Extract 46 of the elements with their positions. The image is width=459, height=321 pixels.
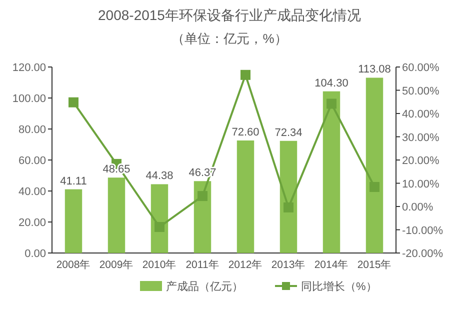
y-tick-label: 60.00	[18, 155, 46, 167]
bar	[64, 189, 82, 253]
y2-tick-label: 30.00%	[402, 132, 440, 144]
point	[198, 191, 208, 202]
y-tick-label: 40.00	[18, 186, 46, 198]
y-tick-label: 100.00	[12, 93, 46, 105]
y2-tick-label: 20.00%	[402, 155, 440, 167]
y-tick-label: 120.00	[12, 62, 46, 74]
y-tick-label: 0.00	[24, 248, 46, 260]
data-label: 104.30	[314, 77, 348, 90]
bar	[236, 140, 254, 253]
point	[326, 98, 336, 109]
y2-tick-label: -10.00%	[402, 224, 444, 237]
y2-tick-label: 60.00%	[402, 62, 440, 74]
bar	[322, 91, 340, 253]
y2-tick-label: 50.00%	[402, 85, 440, 98]
bar	[108, 178, 126, 253]
point	[370, 182, 380, 192]
point	[154, 222, 164, 232]
y2-tick-label: 0.00%	[402, 202, 434, 214]
data-label: 113.08	[358, 64, 391, 76]
point	[68, 97, 78, 108]
data-label: 41.11	[60, 175, 87, 188]
y2-tick-label: 10.00%	[402, 178, 440, 190]
x-tick-label: 2013年	[271, 259, 306, 271]
x-tick-label: 2010年	[142, 259, 177, 271]
x-tick-label: 2011年	[186, 259, 220, 271]
x-tick-label: 2009年	[99, 259, 134, 271]
data-label: 72.34	[274, 126, 302, 139]
legend-label: 同比增长（%）	[301, 280, 377, 293]
x-tick-label: 2008年	[56, 259, 91, 271]
y2-tick-label: -20.00%	[402, 248, 444, 260]
y-tick-label: 20.00	[18, 217, 46, 229]
subtitle: （单位：亿元，%）	[172, 31, 288, 46]
bar	[366, 78, 384, 253]
data-label: 44.38	[146, 170, 174, 182]
title: 2008-2015年环保设备行业产成品变化情况	[98, 7, 361, 23]
data-label: 72.60	[232, 126, 260, 138]
point	[240, 70, 250, 80]
x-tick-label: 2014年	[314, 259, 349, 271]
x-tick-label: 2015年	[357, 259, 392, 271]
legend-label: 产成品（亿元）	[166, 280, 243, 293]
y-tick-label: 80.00	[18, 124, 46, 136]
y2-tick-label: 40.00%	[402, 108, 440, 120]
point	[284, 202, 294, 212]
x-tick-label: 2012年	[228, 259, 263, 271]
